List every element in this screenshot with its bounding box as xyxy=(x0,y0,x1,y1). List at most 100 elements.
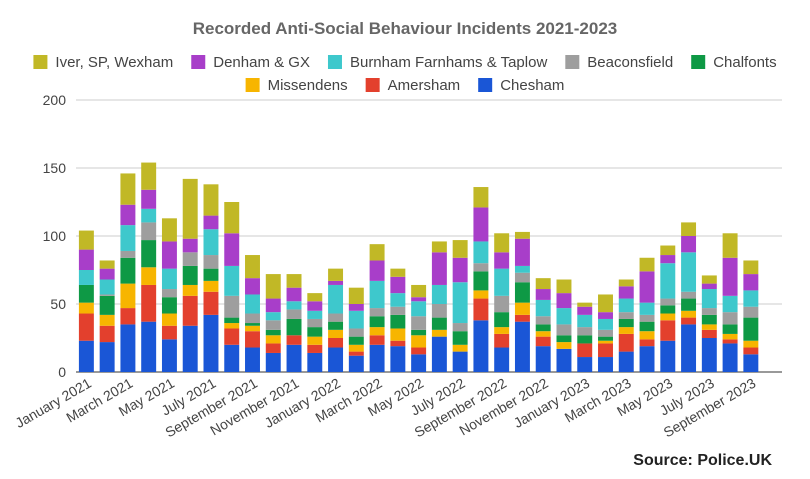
bar-segment-burnham-farnhams-taplow xyxy=(224,265,240,296)
bar-segment-amersham xyxy=(681,317,697,325)
bar-segment-burnham-farnhams-taplow xyxy=(618,298,634,313)
bar-segment-beaconsfield xyxy=(182,252,198,266)
bar-segment-missendens xyxy=(598,340,613,344)
bar-segment-amersham xyxy=(618,333,634,352)
bar-segment-denham-gx xyxy=(161,241,177,269)
bar-segment-beaconsfield xyxy=(618,312,634,319)
bar-segment-beaconsfield xyxy=(141,222,157,241)
bar-segment-denham-gx xyxy=(411,297,427,302)
bar-segment-burnham-farnhams-taplow xyxy=(348,310,364,329)
bar-segment-beaconsfield xyxy=(99,294,115,296)
bar-segment-missendens xyxy=(701,324,717,330)
bar-segment-denham-gx xyxy=(390,276,406,294)
bar-segment-chalfonts xyxy=(722,324,738,334)
bar-segment-burnham-farnhams-taplow xyxy=(265,312,281,321)
bar-segment-denham-gx xyxy=(78,249,94,270)
bar-segment-amersham xyxy=(120,308,136,325)
bar-segment-chalfonts xyxy=(161,297,177,314)
bar-segment-chesham xyxy=(743,354,759,372)
bar-segment-denham-gx xyxy=(473,207,489,242)
bar-segment-beaconsfield xyxy=(701,308,717,315)
bar-segment-denham-gx xyxy=(369,260,385,281)
bar-segment-missendens xyxy=(431,329,447,337)
bar-segment-iver-sp-wexham xyxy=(328,268,344,281)
bar-segment-chesham xyxy=(307,352,323,372)
bar-segment-chalfonts xyxy=(431,317,447,330)
bar-segment-burnham-farnhams-taplow xyxy=(328,284,344,314)
bar-segment-amersham xyxy=(369,335,385,345)
bar-segment-beaconsfield xyxy=(265,320,281,330)
bar-segment-beaconsfield xyxy=(681,291,697,299)
bar-segment-missendens xyxy=(265,335,281,344)
bar-segment-iver-sp-wexham xyxy=(99,260,115,269)
bar-segment-missendens xyxy=(494,327,510,334)
bar-segment-iver-sp-wexham xyxy=(390,268,406,277)
bar-segment-denham-gx xyxy=(328,280,344,285)
bar-segment-missendens xyxy=(369,327,385,336)
legend-swatch xyxy=(327,55,342,69)
bar-segment-chalfonts xyxy=(390,314,406,329)
bar-segment-amersham xyxy=(722,339,738,344)
bar-segment-amersham xyxy=(99,325,115,343)
bar-segment-chesham xyxy=(535,346,551,372)
bar-segment-chalfonts xyxy=(348,336,364,345)
bar-segment-missendens xyxy=(328,329,344,338)
bar-segment-amersham xyxy=(307,344,323,353)
bar-segment-burnham-farnhams-taplow xyxy=(577,314,593,328)
gridlines xyxy=(76,99,782,373)
bar-segment-iver-sp-wexham xyxy=(411,284,427,298)
bar-segment-burnham-farnhams-taplow xyxy=(598,318,613,330)
bar-segment-chalfonts xyxy=(224,317,240,324)
bar-segment-chesham xyxy=(556,348,572,372)
bar-segment-burnham-farnhams-taplow xyxy=(120,225,136,251)
bar-segment-denham-gx xyxy=(141,189,157,209)
bar-segment-missendens xyxy=(411,335,427,348)
bar-segment-chalfonts xyxy=(660,305,676,314)
bar-segment-denham-gx xyxy=(494,252,510,269)
bar-segment-beaconsfield xyxy=(328,313,344,322)
bar-segment-iver-sp-wexham xyxy=(224,202,240,234)
legend-swatch xyxy=(691,55,706,69)
bar-segment-amersham xyxy=(224,328,240,345)
bar-segment-chesham xyxy=(494,347,510,372)
bar-segment-chesham xyxy=(681,324,697,372)
bar-segment-amersham xyxy=(141,284,157,322)
legend-swatch xyxy=(191,55,206,69)
bar-segment-missendens xyxy=(348,344,364,352)
bar-segment-chalfonts xyxy=(701,314,717,325)
bar-segment-iver-sp-wexham xyxy=(639,257,655,272)
bar-segment-beaconsfield xyxy=(390,306,406,315)
bar-segment-chalfonts xyxy=(577,335,593,344)
bar-segment-beaconsfield xyxy=(473,263,489,272)
legend-swatch xyxy=(478,78,493,92)
bar-segment-iver-sp-wexham xyxy=(78,230,94,250)
bar-segment-chesham xyxy=(598,357,613,372)
bar-segment-burnham-farnhams-taplow xyxy=(743,290,759,307)
bar-segment-chesham xyxy=(514,321,530,372)
bar-segment-chalfonts xyxy=(141,240,157,268)
bar-segment-chesham xyxy=(701,338,717,372)
legend-swatch xyxy=(33,55,48,69)
bar-segment-beaconsfield xyxy=(639,314,655,322)
bar-segment-chalfonts xyxy=(286,318,302,336)
bar-segment-denham-gx xyxy=(618,286,634,299)
bar-segment-beaconsfield xyxy=(203,255,219,269)
bar-segment-burnham-farnhams-taplow xyxy=(203,229,219,256)
bar-segment-missendens xyxy=(556,342,572,349)
bar-segment-iver-sp-wexham xyxy=(182,178,198,239)
bar-segment-denham-gx xyxy=(556,293,572,309)
legend-label: Chalfonts xyxy=(713,54,776,71)
bar-segment-burnham-farnhams-taplow xyxy=(660,263,676,299)
bar-segment-iver-sp-wexham xyxy=(473,187,489,208)
bar-segment-missendens xyxy=(120,283,136,309)
bar-segment-burnham-farnhams-taplow xyxy=(286,301,302,310)
bar-segment-beaconsfield xyxy=(286,309,302,319)
bar-segment-missendens xyxy=(182,284,198,296)
bar-segment-denham-gx xyxy=(660,255,676,264)
bar-segment-chesham xyxy=(141,321,157,372)
bar-segment-chesham xyxy=(224,344,240,372)
bar-segment-chalfonts xyxy=(514,282,530,303)
bar-segment-beaconsfield xyxy=(369,308,385,317)
bar-segment-burnham-farnhams-taplow xyxy=(307,310,323,319)
bar-segment-iver-sp-wexham xyxy=(161,218,177,242)
